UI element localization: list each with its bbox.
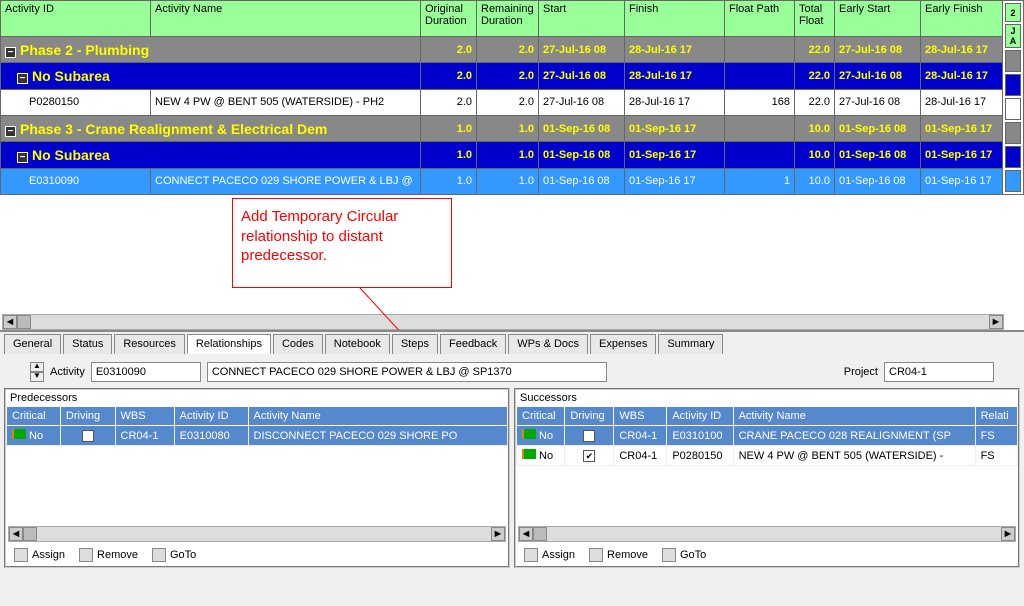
table-row[interactable]: No✔CR04-1P0280150NEW 4 PW @ BENT 505 (WA…: [517, 446, 1018, 466]
successors-title: Successors: [516, 390, 1018, 406]
tab-codes[interactable]: Codes: [273, 334, 323, 354]
tab-wps-docs[interactable]: WPs & Docs: [508, 334, 588, 354]
tab-resources[interactable]: Resources: [114, 334, 185, 354]
details-panel: GeneralStatusResourcesRelationshipsCodes…: [0, 330, 1024, 606]
timescale-stub: 2 J A: [1003, 0, 1024, 195]
col-early-start[interactable]: Early Start: [835, 1, 921, 37]
tab-relationships[interactable]: Relationships: [187, 334, 271, 354]
table-row[interactable]: E0310090CONNECT PACECO 029 SHORE POWER &…: [1, 168, 1003, 194]
succ-goto-button[interactable]: GoTo: [662, 548, 706, 562]
annotation-callout: Add Temporary Circular relationship to d…: [232, 198, 452, 288]
activity-label: Activity: [50, 366, 85, 378]
table-row[interactable]: No✔CR04-1E0310080DISCONNECT PACECO 029 S…: [7, 426, 508, 446]
pred-h-scroll[interactable]: ◄►: [8, 526, 506, 542]
details-tabs: GeneralStatusResourcesRelationshipsCodes…: [0, 332, 1024, 356]
pred-goto-button[interactable]: GoTo: [152, 548, 196, 562]
timescale-top[interactable]: 2: [1005, 3, 1021, 22]
activity-grid: Activity ID Activity Name OriginalDurati…: [0, 0, 1003, 195]
project-label: Project: [844, 366, 878, 378]
succ-h-scroll[interactable]: ◄►: [518, 526, 1016, 542]
activity-id-field[interactable]: [91, 362, 201, 382]
predecessors-title: Predecessors: [6, 390, 508, 406]
timescale-bot[interactable]: J A: [1005, 24, 1021, 48]
activity-name-field[interactable]: [207, 362, 607, 382]
table-row[interactable]: No✔CR04-1E0310100CRANE PACECO 028 REALIG…: [517, 426, 1018, 446]
col-finish[interactable]: Finish: [625, 1, 725, 37]
tab-feedback[interactable]: Feedback: [440, 334, 506, 354]
tab-steps[interactable]: Steps: [392, 334, 438, 354]
predecessors-grid: CriticalDrivingWBSActivity IDActivity Na…: [6, 406, 508, 446]
col-early-finish[interactable]: Early Finish: [921, 1, 1003, 37]
activity-stepper[interactable]: ▲▼: [30, 362, 44, 382]
table-row[interactable]: P0280150NEW 4 PW @ BENT 505 (WATERSIDE) …: [1, 89, 1003, 115]
predecessors-box: Predecessors CriticalDrivingWBSActivity …: [4, 388, 510, 568]
project-field[interactable]: [884, 362, 994, 382]
col-rem-dur[interactable]: RemainingDuration: [477, 1, 539, 37]
col-activity-name[interactable]: Activity Name: [151, 1, 421, 37]
grid-h-scroll[interactable]: ◄►: [2, 314, 1004, 330]
table-row[interactable]: −Phase 3 - Crane Realignment & Electrica…: [1, 115, 1003, 141]
col-orig-dur[interactable]: OriginalDuration: [421, 1, 477, 37]
tab-expenses[interactable]: Expenses: [590, 334, 656, 354]
col-activity-id[interactable]: Activity ID: [1, 1, 151, 37]
col-start[interactable]: Start: [539, 1, 625, 37]
table-row[interactable]: −No Subarea1.01.001-Sep-16 0801-Sep-16 1…: [1, 142, 1003, 168]
col-total-float[interactable]: TotalFloat: [795, 1, 835, 37]
table-row[interactable]: −No Subarea2.02.027-Jul-16 0828-Jul-16 1…: [1, 63, 1003, 89]
successors-box: Successors CriticalDrivingWBSActivity ID…: [514, 388, 1020, 568]
tab-notebook[interactable]: Notebook: [325, 334, 390, 354]
tab-status[interactable]: Status: [63, 334, 112, 354]
table-row[interactable]: −Phase 2 - Plumbing2.02.027-Jul-16 0828-…: [1, 37, 1003, 63]
succ-assign-button[interactable]: Assign: [524, 548, 575, 562]
col-float-path[interactable]: Float Path: [725, 1, 795, 37]
succ-remove-button[interactable]: Remove: [589, 548, 648, 562]
pred-remove-button[interactable]: Remove: [79, 548, 138, 562]
tab-general[interactable]: General: [4, 334, 61, 354]
successors-grid: CriticalDrivingWBSActivity IDActivity Na…: [516, 406, 1018, 466]
pred-assign-button[interactable]: Assign: [14, 548, 65, 562]
tab-summary[interactable]: Summary: [658, 334, 723, 354]
